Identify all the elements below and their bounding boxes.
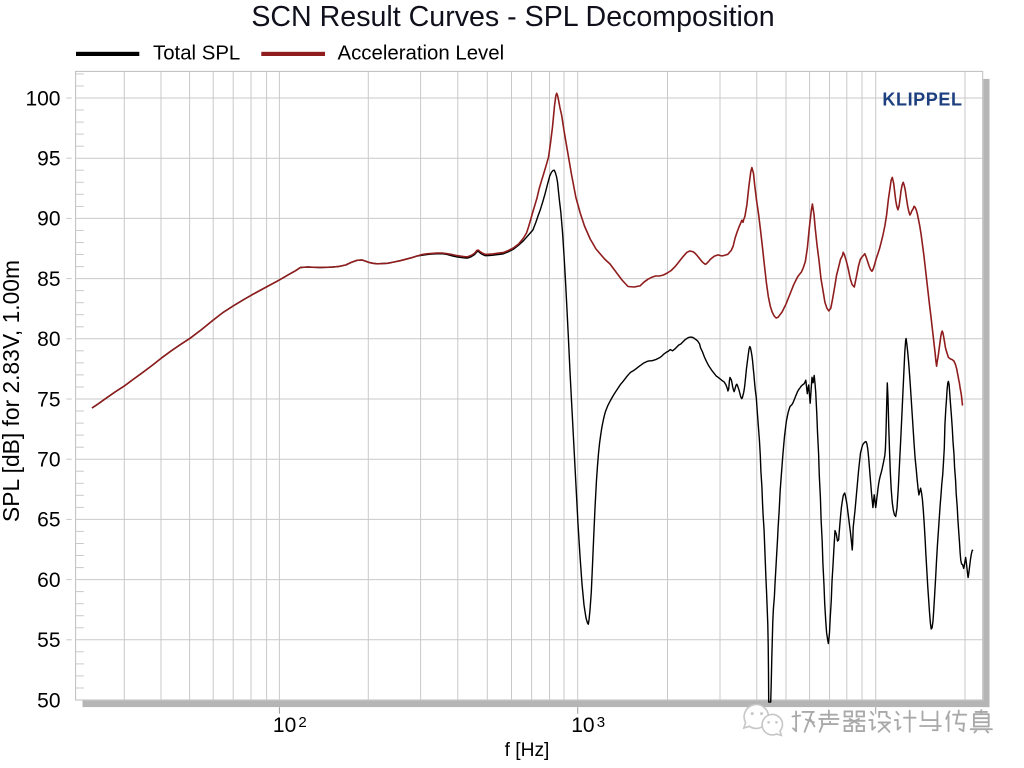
svg-text:80: 80 bbox=[37, 328, 60, 351]
svg-text:10: 10 bbox=[571, 714, 594, 737]
svg-text:70: 70 bbox=[37, 449, 60, 472]
svg-text:100: 100 bbox=[25, 87, 60, 110]
svg-text:KLIPPEL: KLIPPEL bbox=[882, 90, 962, 110]
svg-text:60: 60 bbox=[37, 569, 60, 592]
svg-text:3: 3 bbox=[597, 714, 605, 731]
svg-text:Acceleration Level: Acceleration Level bbox=[338, 43, 505, 65]
svg-text:2: 2 bbox=[298, 714, 306, 731]
svg-text:Total SPL: Total SPL bbox=[153, 43, 240, 65]
svg-text:95: 95 bbox=[37, 148, 60, 171]
svg-text:SPL [dB] for 2.83V, 1.00m: SPL [dB] for 2.83V, 1.00m bbox=[0, 260, 24, 522]
svg-text:SCN Result Curves - SPL Decomp: SCN Result Curves - SPL Decomposition bbox=[251, 1, 774, 33]
svg-text:65: 65 bbox=[37, 509, 60, 532]
svg-text:55: 55 bbox=[37, 629, 60, 652]
svg-text:50: 50 bbox=[37, 689, 60, 712]
svg-text:90: 90 bbox=[37, 208, 60, 231]
svg-text:85: 85 bbox=[37, 268, 60, 291]
svg-text:f [Hz]: f [Hz] bbox=[505, 740, 550, 761]
svg-text:10: 10 bbox=[273, 714, 296, 737]
svg-text:75: 75 bbox=[37, 388, 60, 411]
